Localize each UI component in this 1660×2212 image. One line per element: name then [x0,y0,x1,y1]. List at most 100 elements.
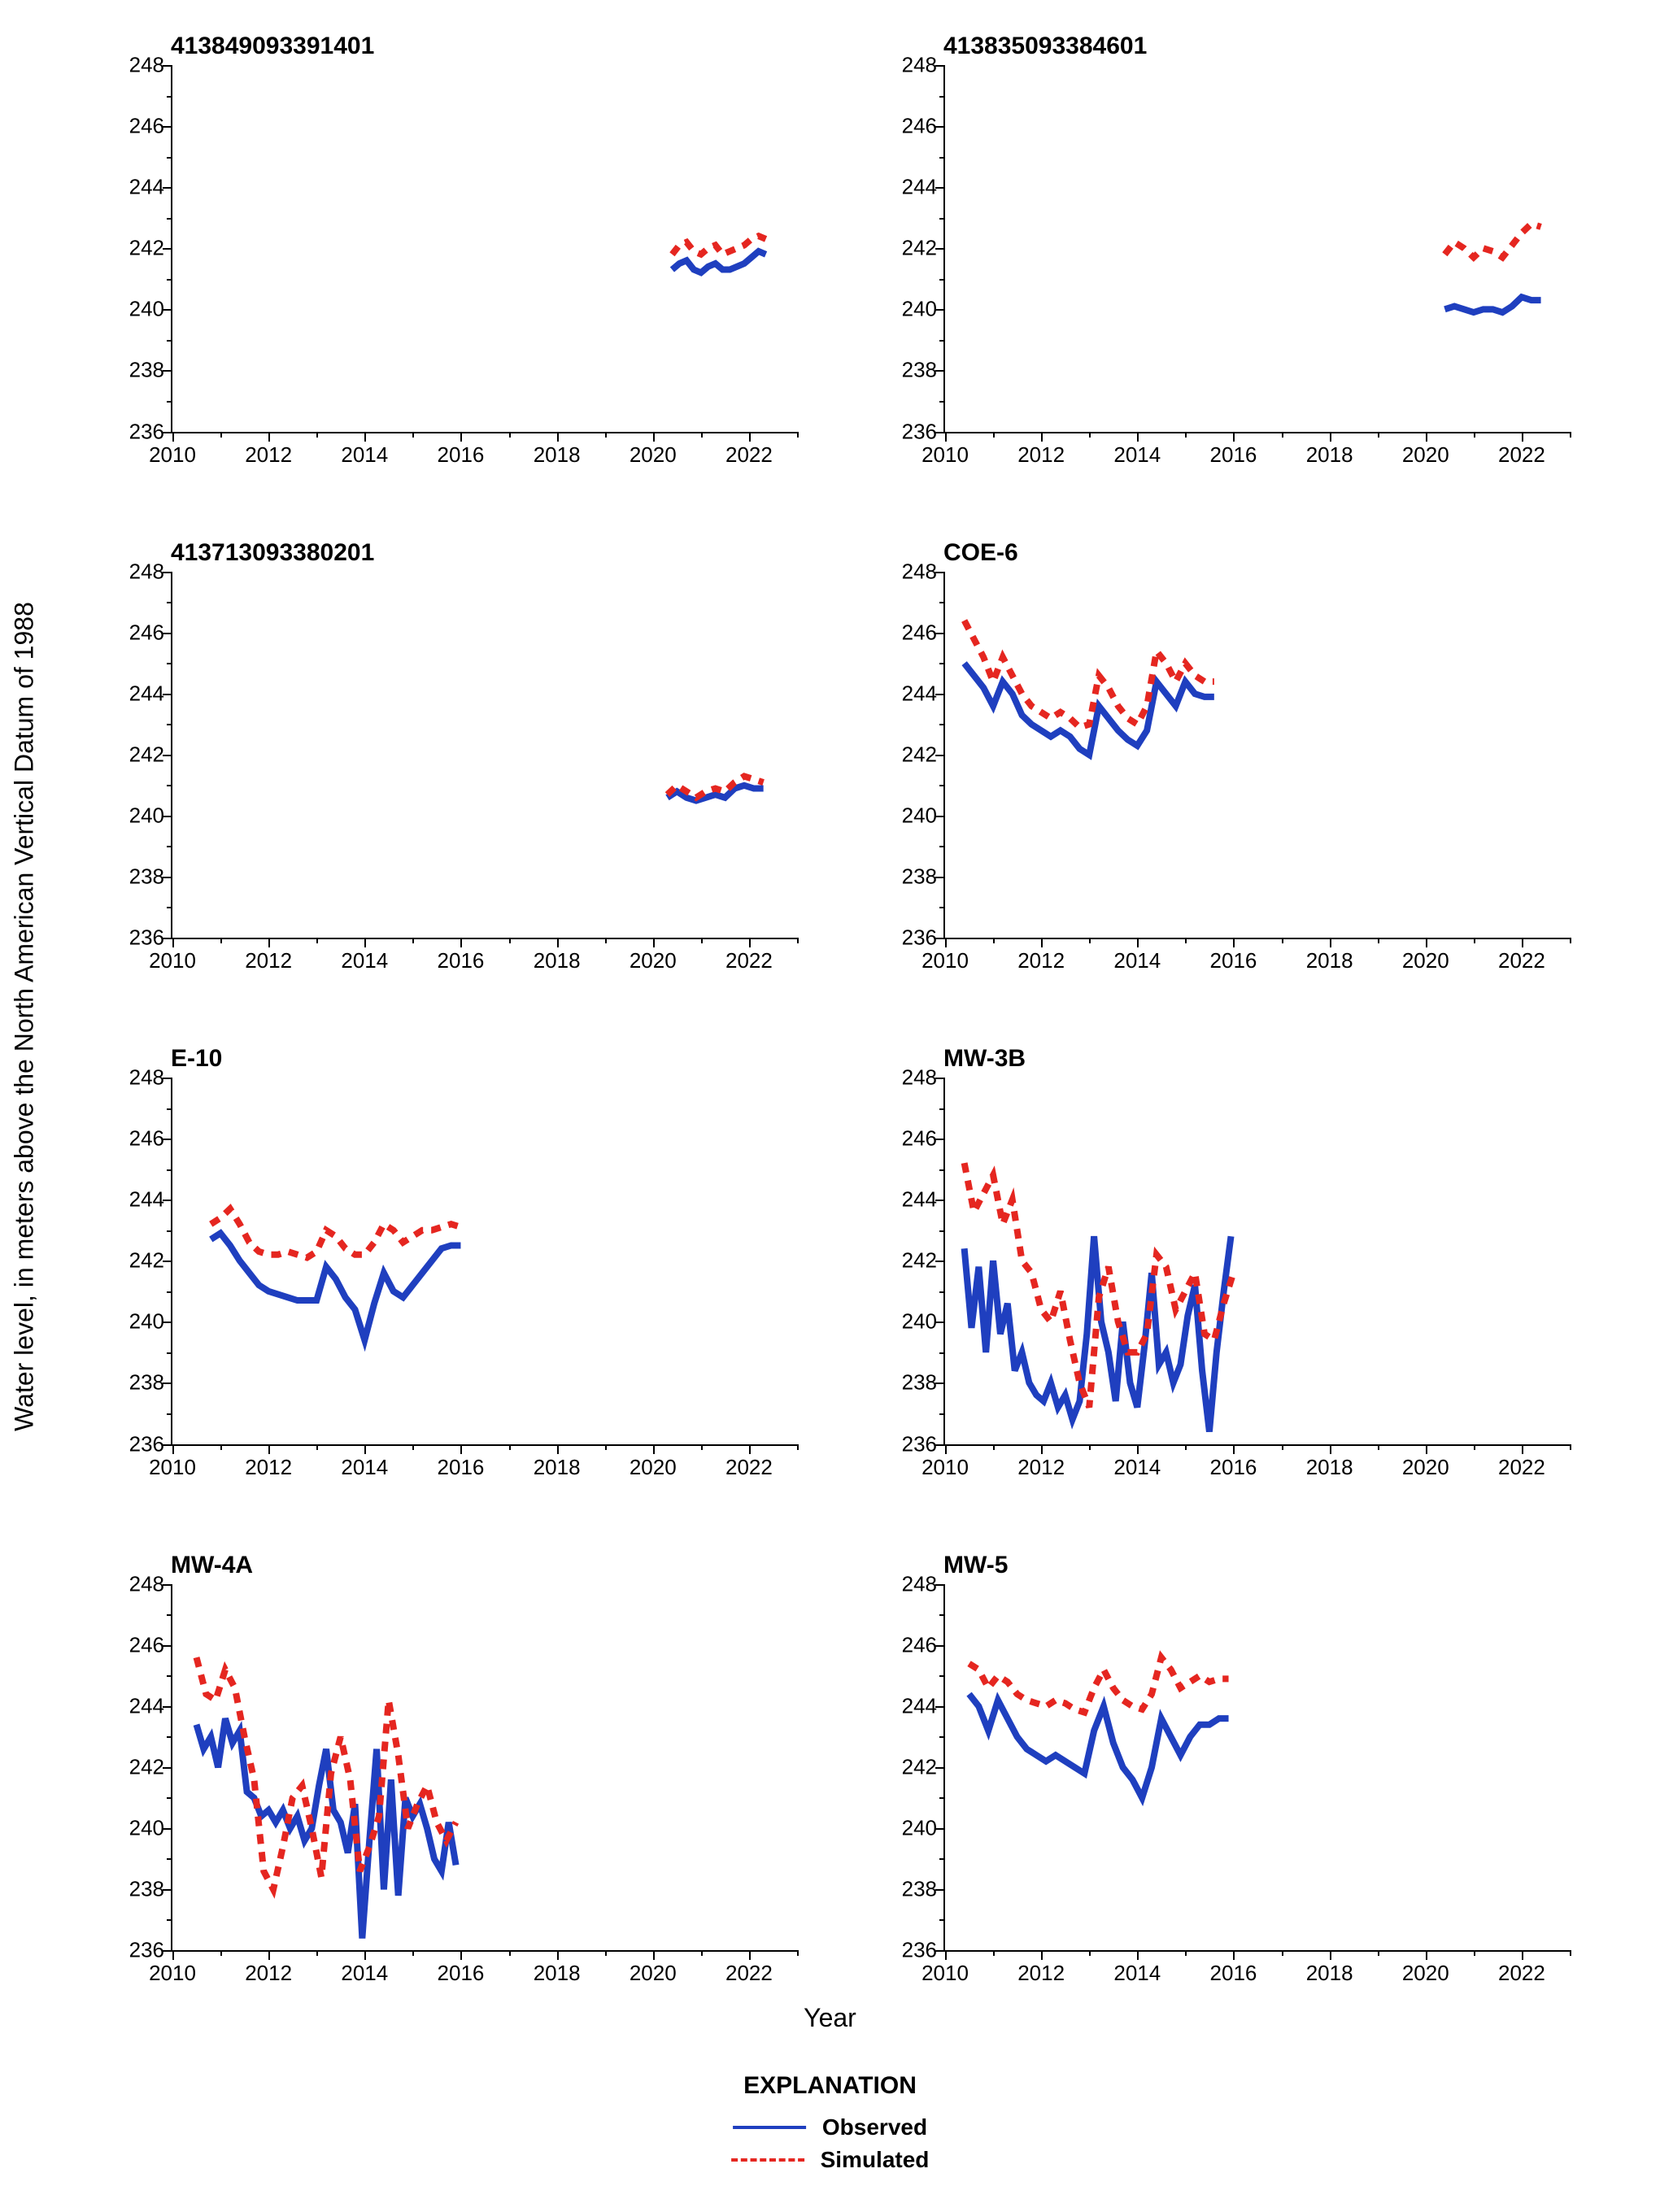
y-tick-label: 246 [115,1126,164,1152]
x-tick-minor [797,1444,799,1450]
x-tick [1426,1950,1427,1960]
x-tick [653,1444,655,1454]
x-tick-label: 2014 [341,1961,388,1986]
y-tick-label: 242 [115,1754,164,1779]
x-tick-minor [1474,1950,1475,1956]
y-tick-minor [939,1352,945,1354]
x-tick [1137,938,1139,947]
y-tick-label: 236 [115,1431,164,1457]
y-tick-minor [939,340,945,342]
x-tick-label: 2018 [534,1961,581,1986]
x-tick [653,432,655,442]
y-tick-minor [939,1169,945,1171]
x-tick-minor [1378,432,1379,438]
y-tick-minor [167,1169,172,1171]
x-tick-minor [412,432,414,438]
x-tick-minor [1570,1444,1571,1450]
y-tick-minor [167,1413,172,1415]
x-tick-label: 2020 [1402,1961,1449,1986]
x-tick [1426,1444,1427,1454]
x-tick-label: 2010 [149,1455,196,1480]
x-tick-minor [605,1444,607,1450]
x-tick-minor [605,1950,607,1956]
x-tick-minor [509,1444,511,1450]
y-tick-label: 246 [888,114,937,139]
x-tick [1426,938,1427,947]
y-tick-label: 242 [888,236,937,261]
x-tick-minor [797,432,799,438]
y-tick-label: 246 [888,1632,937,1657]
simulated-line [211,1208,460,1257]
x-tick-minor [605,432,607,438]
y-tick-label: 240 [115,803,164,828]
y-tick-minor [167,602,172,603]
y-tick-minor [167,663,172,664]
x-tick-minor [1570,938,1571,943]
x-tick [1041,938,1043,947]
y-tick-label: 236 [115,1938,164,1963]
panel-grid: 4138490933914012010201220142016201820202… [106,33,1602,2001]
x-tick-minor [412,1950,414,1956]
chart-panel: COE-620102012201420162018202020222362382… [878,539,1602,989]
y-tick-minor [167,1352,172,1354]
series-svg [172,65,797,432]
y-tick-label: 238 [115,1876,164,1901]
x-tick-minor [797,938,799,943]
y-tick-label: 244 [115,175,164,200]
x-tick-minor [316,1444,318,1450]
y-tick-minor [939,1230,945,1232]
chart-panel: 4138350933846012010201220142016201820202… [878,33,1602,482]
x-tick [1233,1444,1235,1454]
y-tick-label: 240 [888,803,937,828]
x-tick [749,1950,751,1960]
y-tick-label: 248 [888,559,937,584]
x-tick-label: 2018 [1306,1455,1353,1480]
y-tick-minor [939,724,945,725]
x-tick-label: 2018 [534,1455,581,1480]
x-tick-label: 2022 [725,1455,773,1480]
x-tick-label: 2016 [438,1961,485,1986]
x-tick [460,938,462,947]
y-tick-label: 244 [888,1693,937,1718]
x-tick-label: 2016 [438,1455,485,1480]
y-tick-label: 246 [115,1632,164,1657]
y-tick-minor [167,846,172,847]
x-tick [749,938,751,947]
y-tick-label: 248 [115,53,164,78]
panel-title: MW-4A [171,1552,253,1579]
y-tick-minor [939,1858,945,1860]
y-tick-label: 236 [888,925,937,951]
chart-panel: MW-3B20102012201420162018202020222362382… [878,1045,1602,1495]
x-tick-minor [1282,938,1283,943]
x-tick [1330,432,1331,442]
x-tick [1137,1950,1139,1960]
y-tick-label: 246 [115,620,164,645]
y-tick-minor [939,1108,945,1110]
y-tick-label: 246 [888,1126,937,1152]
x-tick-minor [1089,432,1091,438]
plot-area: 2010201220142016201820202022236238240242… [171,1078,797,1446]
x-axis-label: Year [804,2003,856,2033]
x-tick-label: 2014 [1113,442,1161,468]
y-tick-minor [939,1797,945,1799]
x-tick-minor [1185,938,1187,943]
x-tick-label: 2014 [1113,1455,1161,1480]
x-tick [1041,1444,1043,1454]
series-svg [945,1584,1570,1951]
y-tick-label: 240 [888,1815,937,1840]
x-tick-minor [1282,1444,1283,1450]
x-tick [1330,1444,1331,1454]
y-tick-label: 248 [115,559,164,584]
x-tick-minor [1089,1444,1091,1450]
y-tick-label: 244 [115,1187,164,1213]
y-tick-minor [939,279,945,281]
legend: EXPLANATION ObservedSimulated [731,2072,930,2179]
x-tick-label: 2022 [1498,948,1545,973]
x-tick-label: 2010 [149,948,196,973]
x-tick-label: 2010 [921,948,969,973]
y-tick-minor [939,96,945,98]
x-tick-minor [1378,1444,1379,1450]
panel-title: 413835093384601 [943,33,1147,60]
x-tick-minor [412,1444,414,1450]
x-tick [945,938,947,947]
